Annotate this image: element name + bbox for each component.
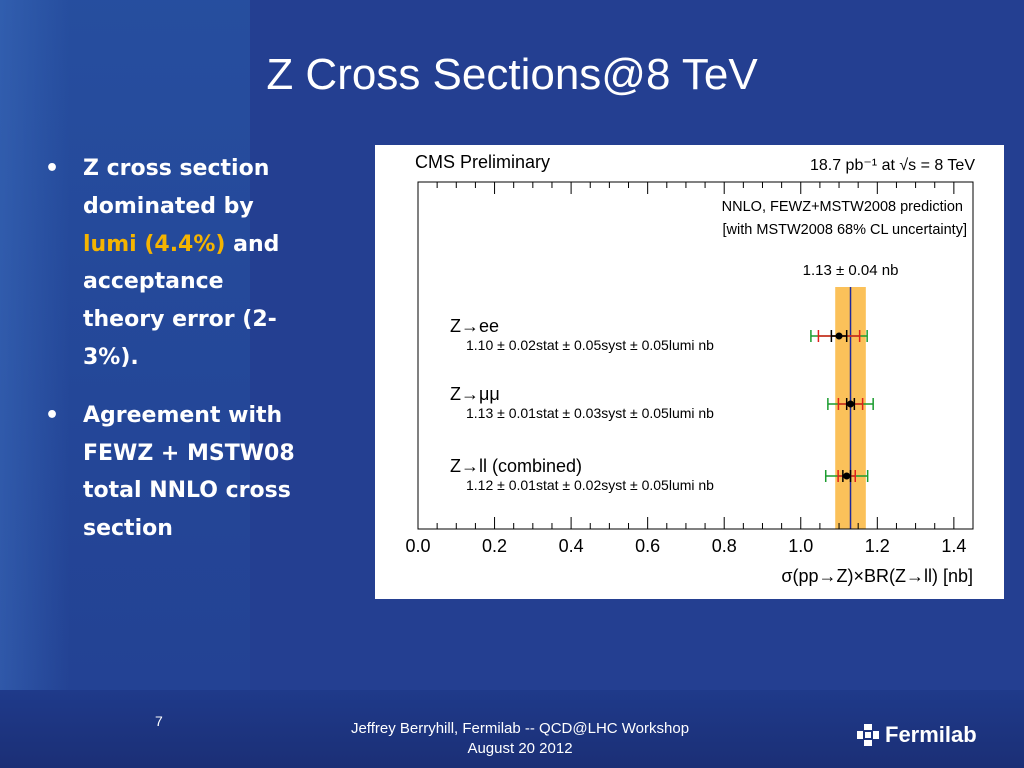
- fermilab-logo: Fermilab: [855, 722, 977, 748]
- header-left: CMS Preliminary: [415, 152, 550, 172]
- bullet-dot-icon: •: [45, 156, 60, 181]
- x-tick-label: 0.0: [405, 536, 430, 556]
- bullet-item: • Z cross section dominated by lumi (4.4…: [45, 150, 295, 377]
- measurement-point: [843, 472, 851, 480]
- measurement-value: 1.12 ± 0.01stat ± 0.02syst ± 0.05lumi nb: [466, 477, 714, 493]
- measurement-value: 1.10 ± 0.02stat ± 0.05syst ± 0.05lumi nb: [466, 337, 714, 353]
- footer-date: August 20 2012: [467, 740, 573, 757]
- fermilab-logo-icon: [857, 724, 879, 746]
- theory-label-1: NNLO, FEWZ+MSTW2008 prediction: [722, 199, 963, 215]
- bullet-list: • Z cross section dominated by lumi (4.4…: [45, 150, 295, 568]
- bullet-text: Agreement with FEWZ + MSTW08 total NNLO …: [83, 402, 295, 542]
- bullet-text: Z cross section dominated by: [83, 156, 270, 219]
- x-tick-label: 0.2: [482, 536, 507, 556]
- fermilab-logo-text: Fermilab: [885, 722, 977, 747]
- measurement-point: [847, 400, 855, 408]
- footer-author: Jeffrey Berryhill, Fermilab -- QCD@LHC W…: [350, 720, 690, 737]
- measurement-label: Z→ee: [450, 316, 499, 336]
- measurement-label: Z→μμ: [450, 384, 500, 404]
- cms-plot: 0.0 0.2 0.4 0.6 0.8 1.0 1.2 1.4 CMS Preliminary 1…: [375, 145, 1004, 599]
- theory-value-label: 1.13 ± 0.04 nb: [803, 262, 899, 279]
- header-right: 18.7 pb⁻¹ at √s = 8 TeV: [810, 157, 975, 174]
- x-tick-label: 0.6: [635, 536, 660, 556]
- x-tick-label: 1.2: [865, 536, 890, 556]
- x-tick-label: 0.4: [559, 536, 584, 556]
- bullet-highlight: lumi (4.4%): [83, 231, 226, 257]
- bullet-dot-icon: •: [45, 402, 60, 428]
- page-number: 7: [155, 713, 163, 729]
- cms-plot-svg: 0.0 0.2 0.4 0.6 0.8 1.0 1.2 1.4 CMS Preliminary 1…: [405, 152, 975, 586]
- x-tick-label: 1.4: [941, 536, 966, 556]
- slide-title: Z Cross Sections@8 TeV: [266, 50, 758, 99]
- x-axis-label: σ(pp→Z)×BR(Z→ll) [nb]: [781, 566, 973, 586]
- footer: Jeffrey Berryhill, Fermilab -- QCD@LHC W…: [300, 719, 740, 759]
- measurement-value: 1.13 ± 0.01stat ± 0.03syst ± 0.05lumi nb: [466, 405, 714, 421]
- x-tick-label: 1.0: [788, 536, 813, 556]
- bullet-text-after: and acceptance theory error (2-3%).: [83, 231, 280, 370]
- footer-band: [0, 690, 1024, 768]
- measurement-label: Z→ll (combined): [450, 456, 582, 476]
- background-stripe-left: [0, 0, 70, 768]
- measurement-point: [835, 332, 843, 340]
- plot-frame: [417, 181, 974, 530]
- theory-label-2: [with MSTW2008 68% CL uncertainty]: [723, 222, 967, 238]
- bullet-item: • Agreement with FEWZ + MSTW08 total NNL…: [45, 397, 295, 548]
- x-tick-label: 0.8: [712, 536, 737, 556]
